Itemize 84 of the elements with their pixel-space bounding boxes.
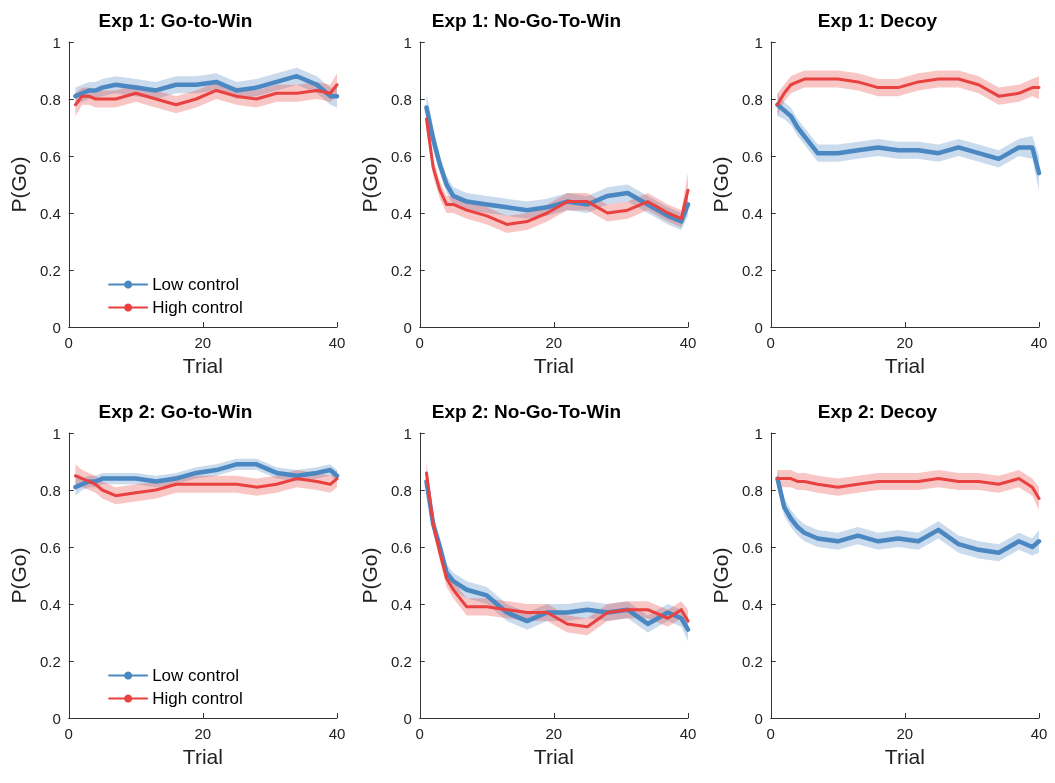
legend-label: High control	[152, 298, 243, 317]
y-tick-label: 0.2	[390, 652, 412, 670]
y-tick-label: 0.6	[390, 147, 412, 165]
y-tick-label: 0	[754, 318, 763, 336]
y-tick-label: 1	[52, 424, 61, 442]
x-tick-label: 0	[415, 725, 424, 742]
chart-title: Exp 2: No-Go-To-Win	[431, 401, 622, 422]
chart-title: Exp 1: Go-to-Win	[98, 10, 253, 31]
y-tick-label: 0.6	[39, 147, 61, 165]
y-tick-label: 0	[52, 709, 61, 727]
y-axis-title: P(Go)	[358, 547, 381, 604]
y-tick-label: 0.6	[741, 147, 763, 165]
y-tick-label: 0.6	[390, 538, 412, 556]
y-tick-label: 0.6	[741, 538, 763, 556]
line-series	[775, 77, 1041, 107]
y-tick-label: 0.4	[39, 204, 61, 222]
chart-title: Exp 2: Decoy	[817, 401, 938, 422]
y-axis-title: P(Go)	[7, 156, 30, 213]
x-tick-label: 0	[64, 334, 73, 351]
line-series	[775, 476, 1042, 555]
chart-title: Exp 2: Go-to-Win	[98, 401, 253, 422]
x-tick-label: 40	[328, 725, 346, 742]
y-tick-label: 0.8	[39, 90, 61, 108]
x-tick-label: 20	[896, 334, 914, 351]
legend-label: High control	[152, 689, 243, 708]
x-axis-title: Trial	[884, 354, 925, 377]
x-tick-label: 40	[328, 334, 346, 351]
line-series	[73, 73, 340, 99]
y-tick-label: 0.8	[390, 90, 412, 108]
x-tick-label: 20	[194, 725, 212, 742]
x-axis-title: Trial	[533, 354, 574, 377]
x-tick-label: 20	[545, 725, 563, 742]
y-tick-label: 1	[403, 424, 412, 442]
y-tick-label: 0.6	[39, 538, 61, 556]
y-tick-label: 0.2	[741, 261, 763, 279]
y-tick-label: 0.2	[390, 261, 412, 279]
line-series	[73, 83, 339, 107]
x-tick-label: 40	[1030, 334, 1048, 351]
x-tick-label: 40	[679, 334, 697, 351]
y-tick-label: 0	[754, 709, 763, 727]
y-tick-label: 0.2	[39, 261, 61, 279]
x-tick-label: 0	[415, 334, 424, 351]
y-tick-label: 0.8	[741, 90, 763, 108]
x-tick-label: 0	[64, 725, 73, 742]
y-tick-label: 0	[52, 318, 61, 336]
x-axis-title: Trial	[182, 745, 223, 768]
y-axis-title: P(Go)	[709, 156, 732, 213]
y-tick-label: 0.4	[741, 204, 763, 222]
line-series	[775, 102, 1042, 176]
x-axis-title: Trial	[182, 354, 223, 377]
line-series	[775, 477, 1041, 501]
y-tick-label: 0.2	[39, 652, 61, 670]
x-axis-title: Trial	[884, 745, 925, 768]
x-tick-label: 20	[194, 334, 212, 351]
x-tick-label: 40	[679, 725, 697, 742]
legend-label: Low control	[152, 275, 240, 294]
line-series	[73, 462, 340, 490]
y-tick-label: 0.8	[390, 481, 412, 499]
legend-label: Low control	[152, 666, 240, 685]
y-tick-label: 0.4	[390, 204, 412, 222]
y-tick-label: 1	[52, 33, 61, 51]
y-tick-label: 1	[754, 424, 763, 442]
y-tick-label: 1	[754, 33, 763, 51]
x-axis-title: Trial	[533, 745, 574, 768]
y-tick-label: 0.2	[741, 652, 763, 670]
y-tick-label: 0.4	[39, 595, 61, 613]
y-tick-label: 0.8	[741, 481, 763, 499]
y-axis-title: P(Go)	[7, 547, 30, 604]
y-axis-title: P(Go)	[709, 547, 732, 604]
y-tick-label: 0.8	[39, 481, 61, 499]
x-tick-label: 0	[766, 334, 775, 351]
y-tick-label: 0.4	[390, 595, 412, 613]
x-tick-label: 40	[1030, 725, 1048, 742]
y-tick-label: 1	[403, 33, 412, 51]
y-axis-title: P(Go)	[358, 156, 381, 213]
y-tick-label: 0	[403, 709, 412, 727]
x-tick-label: 20	[896, 725, 914, 742]
chart-title: Exp 1: No-Go-To-Win	[431, 10, 622, 31]
y-tick-label: 0.4	[741, 595, 763, 613]
y-tick-label: 0	[403, 318, 412, 336]
line-series	[73, 474, 339, 498]
x-tick-label: 0	[766, 725, 775, 742]
chart-title: Exp 1: Decoy	[817, 10, 938, 31]
x-tick-label: 20	[545, 334, 563, 351]
